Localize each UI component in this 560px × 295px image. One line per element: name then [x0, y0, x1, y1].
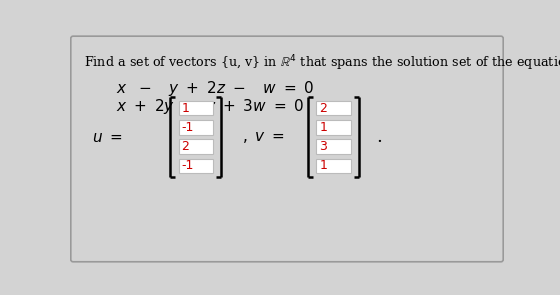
Text: 1: 1	[320, 121, 328, 134]
FancyBboxPatch shape	[316, 101, 351, 115]
FancyBboxPatch shape	[316, 120, 351, 135]
Text: 3: 3	[320, 140, 328, 153]
FancyBboxPatch shape	[179, 159, 213, 173]
Text: $x\ +\ 2y\ +\ \ z\ +\ 3w\ =\ 0$: $x\ +\ 2y\ +\ \ z\ +\ 3w\ =\ 0$	[116, 97, 305, 116]
Text: -1: -1	[181, 159, 194, 172]
FancyBboxPatch shape	[179, 120, 213, 135]
Text: 1: 1	[181, 102, 189, 115]
FancyBboxPatch shape	[179, 139, 213, 154]
FancyBboxPatch shape	[316, 159, 351, 173]
Text: .: .	[376, 128, 382, 146]
FancyBboxPatch shape	[179, 101, 213, 115]
FancyBboxPatch shape	[316, 139, 351, 154]
Text: $x\ \ -\ \ \ y\ +\ 2z\ -\ \ \ w\ =\ 0$: $x\ \ -\ \ \ y\ +\ 2z\ -\ \ \ w\ =\ 0$	[116, 79, 315, 98]
Text: -1: -1	[181, 121, 194, 134]
FancyBboxPatch shape	[71, 36, 503, 262]
Text: 2: 2	[181, 140, 189, 153]
Text: $,\ v\ =$: $,\ v\ =$	[242, 130, 285, 145]
Text: 1: 1	[320, 159, 328, 172]
Text: Find a set of vectors {u, v} in $\mathbb{R}^4$ that spans the solution set of th: Find a set of vectors {u, v} in $\mathbb…	[84, 53, 560, 73]
Text: 2: 2	[320, 102, 328, 115]
Text: $u\ =$: $u\ =$	[92, 130, 123, 145]
